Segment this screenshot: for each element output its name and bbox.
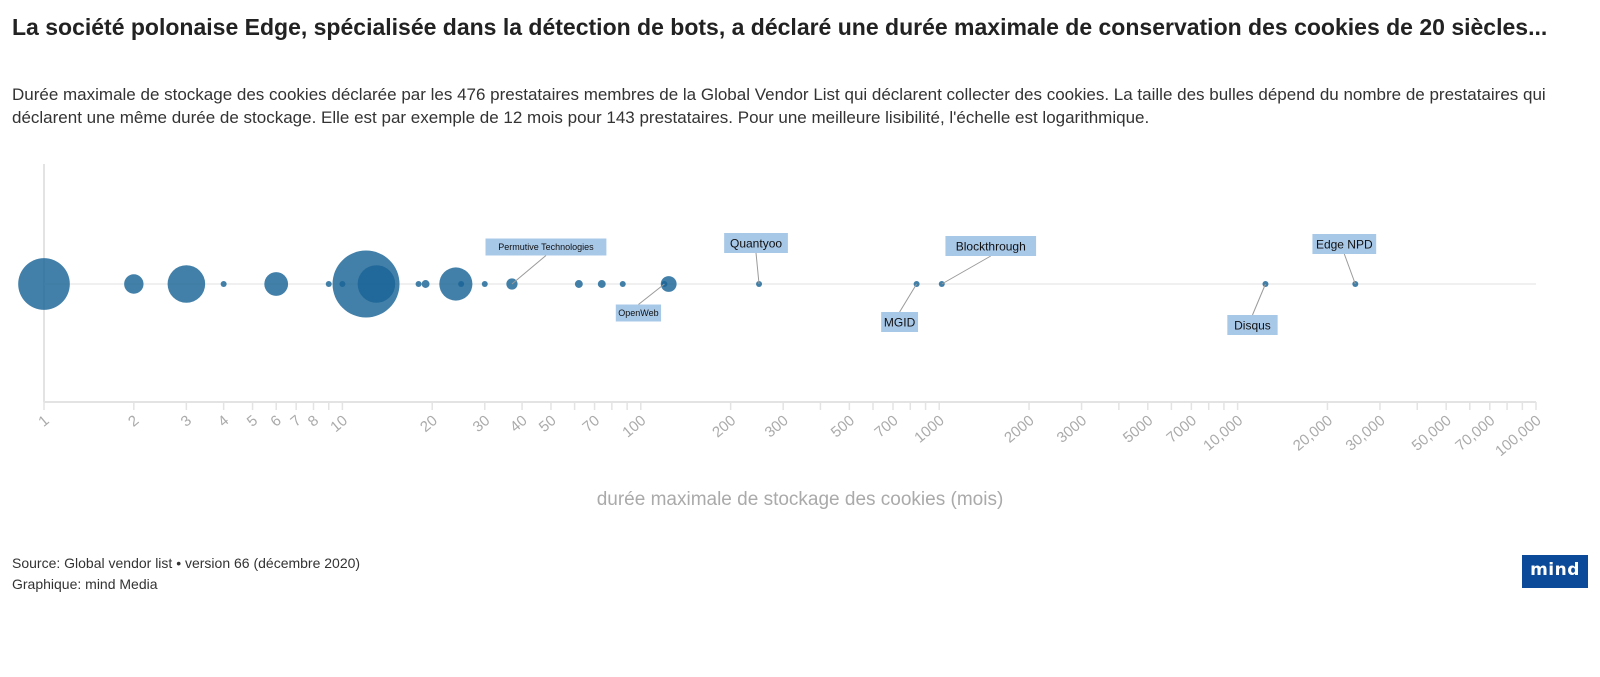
annotation-label: Blockthrough <box>956 239 1026 253</box>
annotation-box <box>724 233 788 253</box>
annotation-label: Permutive Technologies <box>498 242 594 252</box>
x-tick-label: 5 <box>244 412 261 430</box>
x-tick-label: 7 <box>287 412 304 430</box>
bubble-point <box>357 265 396 303</box>
credit-note: Graphique: mind Media <box>12 576 158 592</box>
x-tick-label: 8 <box>305 412 322 430</box>
bubble-point <box>660 276 677 292</box>
bubble-point <box>264 272 289 296</box>
x-tick-label: 100,000 <box>1492 412 1544 460</box>
bubble-point <box>415 281 422 287</box>
x-tick-label: 70,000 <box>1452 412 1498 455</box>
mind-media-logo[interactable]: mind <box>1522 555 1588 588</box>
bubble-point <box>220 281 227 287</box>
source-note: Source: Global vendor list • version 66 … <box>12 555 361 571</box>
bubble-point <box>458 281 465 287</box>
bubble-point <box>597 280 606 288</box>
x-tick-label: 200 <box>709 412 739 441</box>
x-tick-label: 1000 <box>911 412 947 446</box>
x-tick-label: 50 <box>536 412 560 436</box>
bubble-point <box>124 274 144 294</box>
chart-footer: Source: Global vendor list • version 66 … <box>12 553 360 595</box>
annotation-leader <box>941 255 992 285</box>
x-tick-label: 10 <box>327 412 351 436</box>
x-tick-label: 4 <box>215 412 232 430</box>
x-tick-label: 300 <box>762 412 792 441</box>
annotation-label: MGID <box>884 315 916 329</box>
bubble-point <box>339 281 346 287</box>
x-tick-label: 30,000 <box>1342 412 1388 455</box>
x-tick-label: 20,000 <box>1290 412 1336 455</box>
bubble-chart: 1 2 3 4 5 6 7 8 10 20 30 40 50 70 100 200 300 500 700 1000 2… <box>18 164 1545 510</box>
x-tick-label: 6 <box>267 412 284 430</box>
bubble-point <box>619 281 626 287</box>
annotation-box <box>1227 315 1278 335</box>
bubble-point <box>574 280 583 288</box>
annotation-leader <box>1343 253 1356 285</box>
x-tick-label: 1 <box>35 412 52 430</box>
x-axis-title: durée maximale de stockage des cookies (… <box>597 489 1004 510</box>
bubble-point <box>167 265 206 303</box>
chart-subtitle: Durée maximale de stockage des cookies d… <box>12 85 1546 127</box>
x-tick-label: 3 <box>178 412 195 430</box>
annotation-leader <box>755 252 760 285</box>
x-tick-label: 50,000 <box>1409 412 1455 455</box>
x-tick-label: 100 <box>619 412 649 441</box>
x-tick-label: 3000 <box>1054 412 1090 446</box>
x-tick-label: 30 <box>470 412 494 436</box>
annotation-label: Disqus <box>1234 318 1271 332</box>
annotation-label: OpenWeb <box>618 308 658 318</box>
x-tick-label: 5000 <box>1120 412 1156 446</box>
x-tick-label: 7000 <box>1163 412 1199 446</box>
annotation-box <box>615 304 662 322</box>
bubble-point <box>421 280 430 288</box>
annotation-label: Edge NPD <box>1316 237 1373 251</box>
x-tick-label: 2 <box>125 412 142 430</box>
bubble-point <box>481 281 488 287</box>
x-tick-label: 10,000 <box>1200 412 1246 455</box>
x-tick-label: 2000 <box>1001 412 1037 446</box>
x-tick-label: 700 <box>871 412 901 441</box>
x-tick-label: 500 <box>828 412 858 441</box>
bubble-point <box>439 267 473 301</box>
annotation-box <box>1312 234 1377 254</box>
annotation-leader <box>638 283 665 305</box>
x-tick-label: 70 <box>579 412 603 436</box>
annotation-box <box>881 312 919 332</box>
annotation-box <box>485 238 607 256</box>
annotation-leader <box>511 255 547 285</box>
annotation-label: Quantyoo <box>730 236 782 250</box>
annotation-box <box>945 236 1037 256</box>
chart-title: La société polonaise Edge, spécialisée d… <box>12 14 1548 40</box>
bubble-point <box>325 281 332 287</box>
annotation-leader <box>899 283 918 313</box>
bubble-point <box>18 258 70 310</box>
annotation-leader <box>1252 283 1266 316</box>
x-tick-label: 40 <box>507 412 531 436</box>
x-tick-label: 20 <box>417 412 441 436</box>
